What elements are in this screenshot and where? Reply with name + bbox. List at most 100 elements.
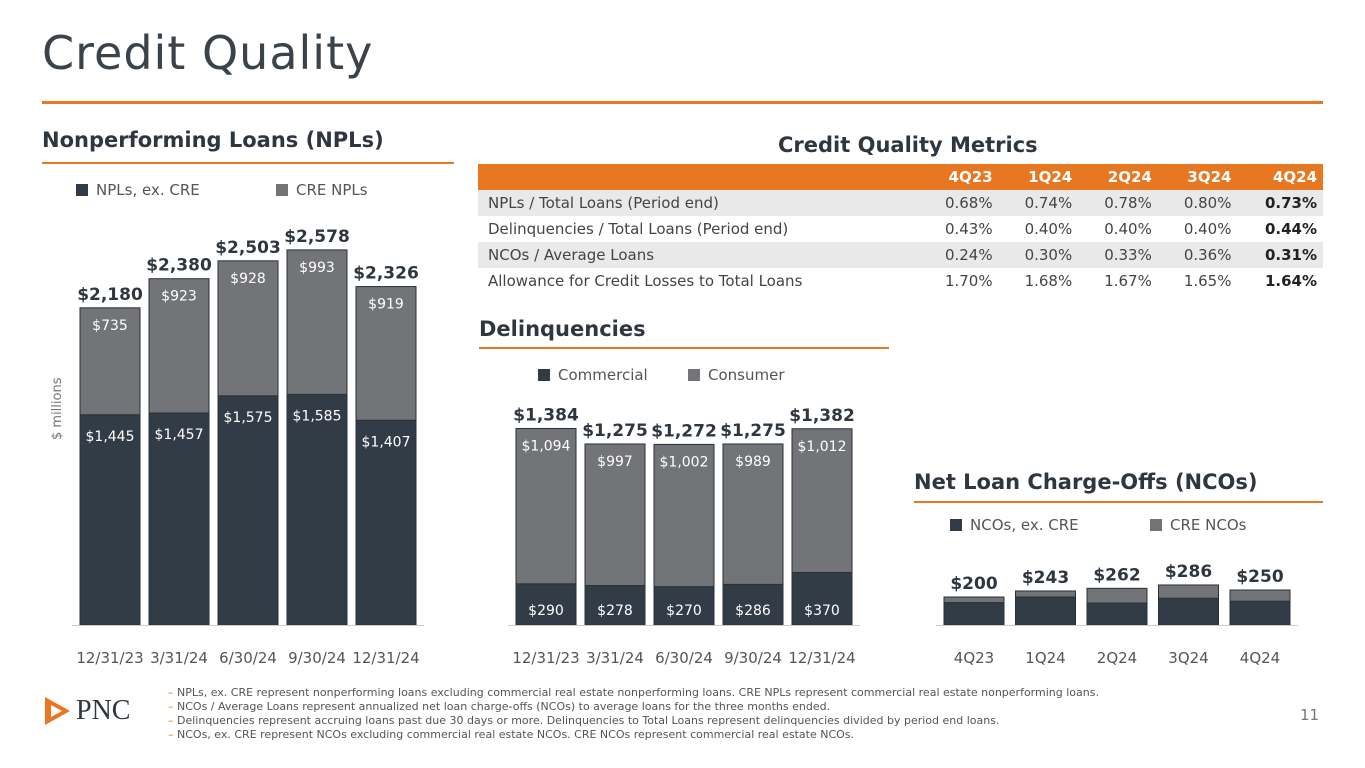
table-cell: 0.40% bbox=[1024, 220, 1073, 238]
nco-legend-ex-cre: NCOs, ex. CRE bbox=[950, 516, 1079, 534]
row-label: Allowance for Credit Losses to Total Loa… bbox=[488, 272, 803, 290]
bar-segment bbox=[217, 395, 279, 626]
legend-label: NCOs, ex. CRE bbox=[970, 516, 1079, 534]
x-tick-label: 6/30/24 bbox=[219, 649, 277, 667]
legend-swatch bbox=[688, 369, 700, 381]
legend-label: Consumer bbox=[708, 366, 785, 384]
table-row: Delinquencies / Total Loans (Period end)… bbox=[478, 216, 1323, 242]
bar-segment bbox=[355, 286, 417, 421]
x-tick-label: 3/31/24 bbox=[150, 649, 208, 667]
bar-segment bbox=[1158, 584, 1219, 599]
bar-segment bbox=[943, 602, 1005, 626]
x-tick-label: 12/31/24 bbox=[788, 649, 855, 667]
delinq-legend-commercial: Commercial bbox=[538, 366, 648, 384]
npl-legend-cre: CRE NPLs bbox=[276, 181, 368, 199]
bar-segment bbox=[79, 307, 141, 416]
segment-label: $735 bbox=[92, 318, 128, 334]
segment-label: $989 bbox=[735, 454, 771, 470]
nco-chart: $200 4Q23 $243 1Q24 $262 2Q24 $286 3Q24 $250 4Q24 bbox=[936, 562, 1298, 667]
table-cell: 0.80% bbox=[1157, 190, 1238, 216]
delinq-legend-consumer: Consumer bbox=[688, 366, 785, 384]
bar-segment bbox=[79, 414, 141, 626]
npl-section-title: Nonperforming Loans (NPLs) bbox=[42, 128, 384, 152]
npl-divider bbox=[42, 162, 454, 164]
total-label: $286 bbox=[1165, 562, 1212, 582]
x-tick-label: 3/31/24 bbox=[586, 649, 644, 667]
total-label: $1,384 bbox=[513, 405, 579, 425]
x-tick-label: 4Q23 bbox=[954, 649, 994, 667]
segment-label: $1,012 bbox=[798, 439, 847, 455]
bar-segment bbox=[1229, 600, 1291, 626]
total-label: $1,275 bbox=[582, 421, 648, 441]
segment-label: $370 bbox=[804, 603, 840, 619]
bar-segment bbox=[584, 585, 646, 626]
npl-legend-ex-cre: NPLs, ex. CRE bbox=[76, 181, 200, 199]
delinq-chart: $290 $1,094 $1,384 12/31/23 $278 $997 $1,275 3/… bbox=[508, 405, 860, 667]
segment-label: $919 bbox=[368, 297, 404, 313]
total-label: $200 bbox=[950, 574, 997, 594]
segment-label: $290 bbox=[528, 603, 564, 619]
nco-legend-cre: CRE NCOs bbox=[1150, 516, 1246, 534]
segment-label: $1,445 bbox=[86, 429, 135, 445]
total-label: $1,272 bbox=[651, 421, 717, 441]
table-cell: 0.30% bbox=[998, 242, 1079, 268]
bar-segment bbox=[148, 278, 210, 414]
total-label: $2,578 bbox=[284, 227, 350, 247]
total-label: $250 bbox=[1236, 567, 1283, 587]
x-tick-label: 6/30/24 bbox=[655, 649, 713, 667]
bar-segment bbox=[1015, 596, 1076, 626]
total-label: $1,382 bbox=[789, 406, 855, 426]
table-cell: 0.68% bbox=[918, 190, 999, 216]
legend-label: CRE NPLs bbox=[296, 181, 368, 199]
pnc-logo: PNC bbox=[42, 694, 130, 728]
table-cell: 0.31% bbox=[1237, 242, 1323, 268]
metrics-table: 4Q23 1Q24 2Q24 3Q24 4Q24 NPLs / Total Loans (… bbox=[478, 164, 1323, 294]
table-cell: 1.64% bbox=[1264, 272, 1317, 290]
segment-label: $1,585 bbox=[293, 408, 342, 424]
bar-segment bbox=[1086, 587, 1148, 604]
table-cell: 0.33% bbox=[1078, 242, 1158, 268]
segment-label: $1,094 bbox=[522, 438, 571, 454]
bar-segment bbox=[355, 419, 417, 626]
table-header-row: 4Q23 1Q24 2Q24 3Q24 4Q24 bbox=[478, 164, 1323, 190]
bar-segment bbox=[722, 443, 784, 585]
table-row: Allowance for Credit Losses to Total Loa… bbox=[478, 268, 1323, 294]
x-tick-label: 2Q24 bbox=[1097, 649, 1137, 667]
x-tick-label: 12/31/23 bbox=[76, 649, 143, 667]
bar-segment bbox=[1158, 597, 1219, 626]
segment-label: $278 bbox=[597, 603, 633, 619]
legend-label: CRE NCOs bbox=[1170, 516, 1247, 534]
table-cell: 0.73% bbox=[1237, 190, 1323, 216]
table-cell: 0.40% bbox=[1183, 220, 1232, 238]
segment-label: $928 bbox=[230, 271, 266, 287]
x-tick-label: 12/31/23 bbox=[512, 649, 579, 667]
legend-swatch bbox=[950, 519, 962, 531]
legend-swatch bbox=[1150, 519, 1162, 531]
segment-label: $1,002 bbox=[660, 454, 709, 470]
y-axis-label: $ millions bbox=[50, 377, 65, 440]
total-label: $243 bbox=[1022, 568, 1069, 588]
metrics-title: Credit Quality Metrics bbox=[778, 133, 1038, 157]
table-cell: 1.67% bbox=[1104, 272, 1152, 290]
table-cell: 0.74% bbox=[998, 190, 1079, 216]
total-label: $1,275 bbox=[720, 421, 786, 441]
x-tick-label: 1Q24 bbox=[1025, 649, 1065, 667]
x-tick-label: 3Q24 bbox=[1168, 649, 1208, 667]
footnote: NCOs / Average Loans represent annualize… bbox=[168, 700, 830, 713]
total-label: $2,503 bbox=[215, 238, 281, 258]
bar-segment bbox=[148, 412, 210, 626]
pnc-logo-text: PNC bbox=[76, 695, 131, 726]
table-header: 2Q24 bbox=[1078, 164, 1158, 190]
table-header: 3Q24 bbox=[1157, 164, 1238, 190]
legend-swatch bbox=[276, 184, 288, 196]
bar-segment bbox=[286, 249, 348, 395]
bar-segment bbox=[286, 393, 348, 626]
page-number: 11 bbox=[1300, 706, 1320, 724]
table-row: NPLs / Total Loans (Period end) 0.68% 0.74… bbox=[478, 190, 1323, 216]
total-label: $262 bbox=[1093, 565, 1140, 585]
table-cell: 0.40% bbox=[1104, 220, 1152, 238]
table-row: NCOs / Average Loans 0.24% 0.30% 0.33% 0.36%… bbox=[478, 242, 1323, 268]
delinq-divider bbox=[479, 347, 889, 349]
footnote: NPLs, ex. CRE represent nonperforming lo… bbox=[168, 686, 1099, 699]
segment-label: $1,457 bbox=[155, 427, 204, 443]
